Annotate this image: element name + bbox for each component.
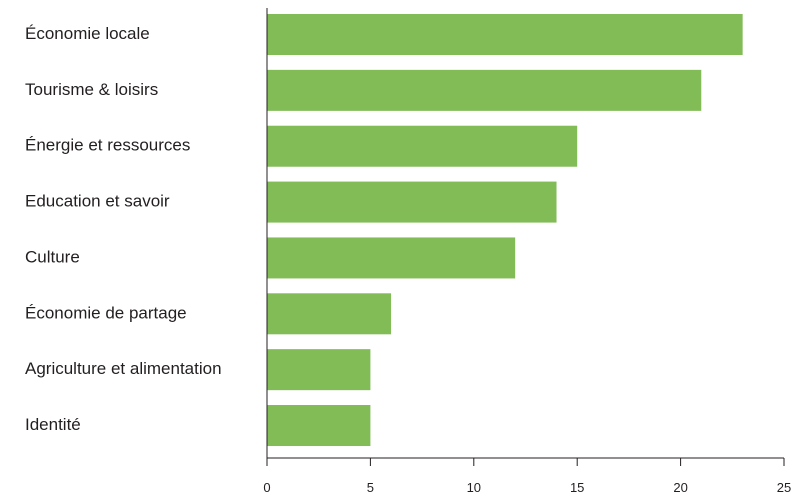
category-label-culture: Culture xyxy=(25,247,80,266)
bars-group xyxy=(267,14,743,447)
category-label-agriculture-et-alimentation: Agriculture et alimentation xyxy=(25,359,222,378)
bar-identite xyxy=(267,405,371,447)
bar-economie-locale xyxy=(267,14,743,55)
category-label-energie-et-ressources: Énergie et ressources xyxy=(25,136,190,155)
x-tick-label-25: 25 xyxy=(777,480,791,495)
category-label-education-et-savoir: Education et savoir xyxy=(25,192,170,211)
bar-energie-et-ressources xyxy=(267,125,578,167)
x-tick-label-10: 10 xyxy=(467,480,481,495)
bar-education-et-savoir xyxy=(267,181,557,223)
x-axis-ticks: 0 5 10 15 20 25 xyxy=(263,458,791,495)
category-label-tourisme-and-loisirs: Tourisme & loisirs xyxy=(25,80,158,99)
bar-economie-de-partage xyxy=(267,293,392,335)
category-labels: Économie locale Tourisme & loisirs Énergie… xyxy=(25,24,222,434)
bar-tourisme-and-loisirs xyxy=(267,69,702,111)
x-tick-label-20: 20 xyxy=(673,480,687,495)
bar-agriculture-et-alimentation xyxy=(267,349,371,391)
category-label-economie-de-partage: Économie de partage xyxy=(25,303,187,322)
x-tick-label-15: 15 xyxy=(570,480,584,495)
x-tick-label-5: 5 xyxy=(367,480,374,495)
category-label-economie-locale: Économie locale xyxy=(25,24,150,43)
x-tick-label-0: 0 xyxy=(263,480,270,495)
bar-culture xyxy=(267,237,516,279)
category-label-identite: Identité xyxy=(25,415,81,434)
